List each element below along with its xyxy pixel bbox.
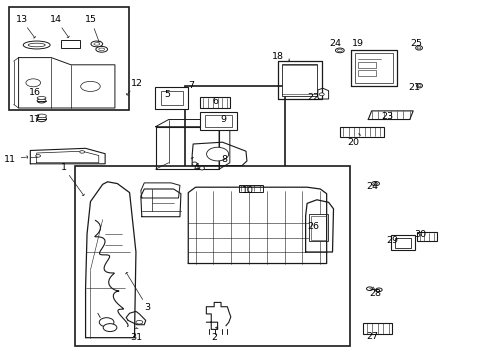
- Ellipse shape: [417, 85, 420, 87]
- Bar: [358, 70, 375, 76]
- Ellipse shape: [416, 84, 422, 88]
- Ellipse shape: [37, 99, 46, 103]
- Ellipse shape: [371, 181, 379, 186]
- Text: 15: 15: [85, 15, 97, 24]
- Text: 21: 21: [408, 83, 420, 91]
- Bar: [310, 216, 325, 240]
- Bar: [339, 127, 383, 137]
- Bar: [362, 323, 391, 334]
- Text: 28: 28: [369, 289, 381, 298]
- Text: 24: 24: [366, 182, 378, 191]
- Text: 1: 1: [61, 163, 66, 172]
- Ellipse shape: [206, 147, 228, 161]
- Ellipse shape: [416, 47, 420, 49]
- Bar: [354, 53, 392, 83]
- Ellipse shape: [36, 155, 41, 157]
- Bar: [61, 40, 80, 48]
- Ellipse shape: [366, 287, 372, 291]
- Bar: [200, 112, 237, 130]
- Text: 5: 5: [164, 90, 170, 99]
- Ellipse shape: [99, 318, 114, 327]
- Text: 11: 11: [4, 154, 16, 163]
- Ellipse shape: [26, 79, 41, 87]
- Ellipse shape: [337, 49, 342, 51]
- Ellipse shape: [81, 81, 100, 91]
- Ellipse shape: [192, 162, 197, 166]
- Ellipse shape: [37, 116, 46, 122]
- Text: 31: 31: [130, 333, 142, 342]
- Ellipse shape: [91, 41, 102, 47]
- Bar: [282, 64, 317, 96]
- Text: 19: 19: [351, 40, 363, 49]
- Text: 14: 14: [50, 15, 62, 24]
- Bar: [416, 232, 436, 241]
- Bar: [238, 185, 263, 192]
- Text: 24: 24: [328, 40, 340, 49]
- Bar: [75, 166, 349, 346]
- Bar: [390, 235, 414, 250]
- Text: 4: 4: [193, 163, 199, 172]
- Text: 16: 16: [29, 88, 41, 97]
- Ellipse shape: [199, 166, 204, 170]
- Text: 23: 23: [381, 112, 392, 121]
- Text: 10: 10: [242, 186, 254, 195]
- Text: 25: 25: [410, 40, 422, 49]
- Bar: [394, 238, 410, 248]
- Text: 9: 9: [220, 115, 226, 124]
- Ellipse shape: [99, 48, 104, 50]
- Bar: [358, 62, 375, 68]
- Text: 2: 2: [211, 333, 217, 342]
- Ellipse shape: [136, 320, 142, 324]
- Ellipse shape: [415, 46, 422, 50]
- Bar: [184, 86, 285, 196]
- Bar: [9, 7, 128, 110]
- Ellipse shape: [94, 43, 100, 45]
- Ellipse shape: [373, 183, 377, 185]
- Ellipse shape: [37, 114, 46, 118]
- Text: 12: 12: [131, 79, 142, 88]
- Text: 20: 20: [346, 138, 358, 147]
- Text: 30: 30: [414, 230, 426, 239]
- Ellipse shape: [37, 96, 46, 99]
- Text: 26: 26: [306, 222, 318, 231]
- Ellipse shape: [335, 48, 344, 53]
- Ellipse shape: [28, 43, 45, 47]
- Ellipse shape: [103, 324, 117, 332]
- Text: 3: 3: [144, 303, 150, 312]
- Text: 22: 22: [306, 94, 318, 102]
- Text: 7: 7: [188, 81, 194, 90]
- Text: 17: 17: [29, 115, 41, 124]
- Ellipse shape: [80, 151, 84, 153]
- Ellipse shape: [23, 41, 50, 49]
- Text: 27: 27: [366, 332, 378, 341]
- Bar: [308, 214, 327, 241]
- Bar: [161, 91, 183, 105]
- Ellipse shape: [375, 288, 382, 292]
- Text: 6: 6: [212, 97, 218, 106]
- Bar: [155, 87, 188, 109]
- Text: 29: 29: [386, 236, 397, 245]
- Bar: [205, 115, 232, 127]
- Text: 8: 8: [221, 154, 226, 163]
- Bar: [200, 97, 229, 108]
- Text: 18: 18: [271, 52, 283, 61]
- Text: 13: 13: [16, 15, 27, 24]
- Ellipse shape: [96, 46, 107, 52]
- Ellipse shape: [319, 93, 324, 96]
